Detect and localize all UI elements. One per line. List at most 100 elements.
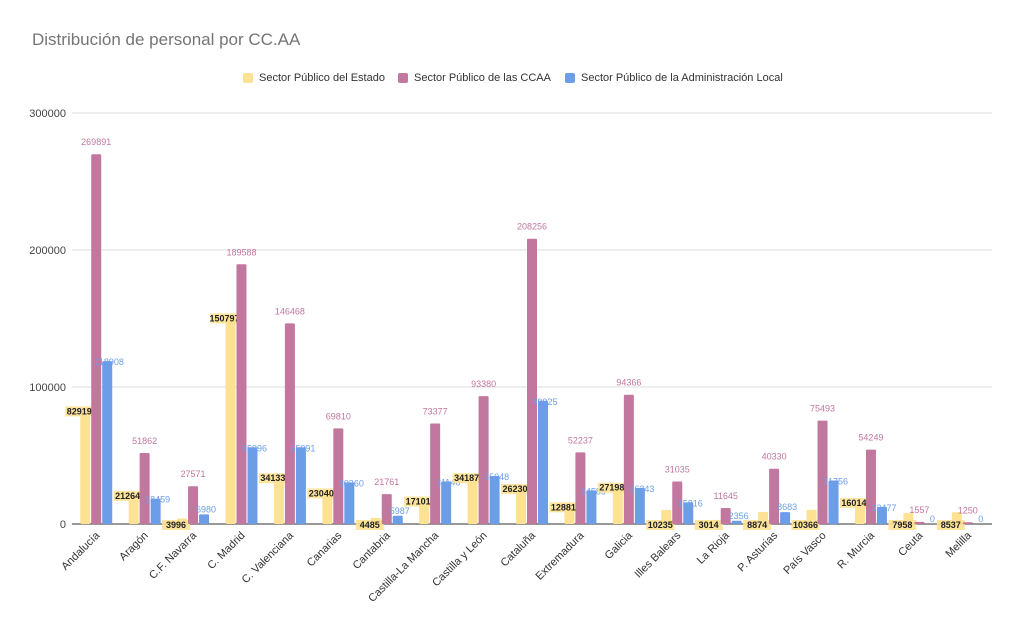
data-label: 12477 [871,503,896,513]
x-tick-label: C. Valenciana [240,529,297,586]
data-label: 208256 [517,222,547,232]
data-label: 27571 [181,469,206,479]
bar [295,447,306,524]
bar [199,514,210,524]
data-label: 3996 [166,520,186,530]
data-label: 69810 [326,411,351,421]
y-tick-label: 200000 [29,245,66,257]
data-label: 8537 [941,520,961,530]
bar [188,486,199,524]
bar [962,522,973,524]
data-label: 94366 [616,378,641,388]
data-label: 21761 [374,477,399,487]
data-label: 55991 [290,443,315,453]
x-tick-label: Illes Balears [633,529,684,580]
data-label: 34133 [260,473,285,483]
data-label: 21264 [115,491,140,501]
bar [247,447,258,524]
data-label-bg [65,406,94,417]
data-label-bg [549,502,578,513]
bar [478,396,489,524]
data-label: 1250 [958,505,978,515]
data-label: 0 [978,514,983,524]
data-label: 26343 [629,484,654,494]
data-label: 31146 [436,477,460,487]
data-label: 12881 [551,502,576,512]
bar [612,486,623,524]
bar [430,423,441,524]
legend-item: Sector Público de la Administración Loca… [565,72,783,84]
bar [225,317,236,524]
bar [516,488,526,524]
bar [139,452,150,524]
data-label: 6980 [196,504,216,514]
legend-item: Sector Público del Estado [243,72,385,84]
data-label: 26230 [502,484,527,494]
data-label: 4485 [360,520,380,530]
data-label: 23040 [309,488,334,498]
data-label: 27198 [599,483,624,493]
x-tick-label: Aragón [117,530,151,564]
data-label-bg [258,473,287,484]
data-label: 34187 [454,473,479,483]
data-label: 31035 [665,464,690,474]
data-label: 17101 [406,497,431,507]
data-label-bg [646,520,675,530]
bar [876,506,887,524]
data-label: 51862 [132,436,157,446]
data-label: 11645 [714,491,738,501]
bar [489,475,500,524]
bar [865,449,876,524]
data-label: 52237 [568,435,593,445]
data-label-bg [888,520,917,530]
bar [441,481,452,524]
bar [828,480,839,524]
bar [381,494,392,524]
x-tick-label: C. Madrid [205,530,247,572]
chart-title: Distribución de personal por CC.AA [32,30,301,49]
data-label: 1557 [909,505,929,515]
data-label-bg [791,520,820,530]
data-label: 55996 [242,443,267,453]
bar [586,490,597,524]
bar [333,428,344,524]
data-label: 15816 [678,498,703,508]
x-tick-label: P. Asturias [736,529,781,574]
legend-swatch [398,73,408,83]
x-tick-label: Ceuta [896,529,926,559]
x-tick-label: País Vasco [781,530,828,577]
y-tick-label: 100000 [29,382,66,394]
data-label-bg [210,313,239,324]
data-label: 18459 [145,495,170,505]
bar [683,502,694,524]
data-label: 189588 [226,247,256,257]
bar [102,361,113,524]
bar [91,154,102,524]
data-label: 24588 [581,486,606,496]
data-label-bg [113,490,142,501]
bar [322,492,333,524]
data-label-bg [694,520,723,530]
data-label: 35048 [484,472,509,482]
chart-legend: Sector Público del Estado Sector Público … [0,72,1024,90]
bar [284,323,295,524]
data-label-bg [162,520,191,530]
data-label-bg [743,520,772,530]
bar [634,487,645,524]
legend-label: Sector Público de las CCAA [414,72,551,84]
data-label: 2356 [729,511,749,521]
bar [817,420,828,524]
data-label: 31756 [823,476,848,486]
data-label-bg [839,498,868,509]
legend-label: Sector Público del Estado [259,72,385,84]
data-label: 8874 [747,520,767,530]
y-tick-label: 0 [60,519,66,531]
x-tick-label: C.F. Navarra [147,529,200,582]
bar [672,481,683,524]
legend-label: Sector Público de la Administración Loca… [581,72,783,84]
bar [720,508,731,524]
data-label: 150797 [209,313,239,323]
bar [575,452,586,524]
x-tick-label: Andalucía [59,529,103,573]
